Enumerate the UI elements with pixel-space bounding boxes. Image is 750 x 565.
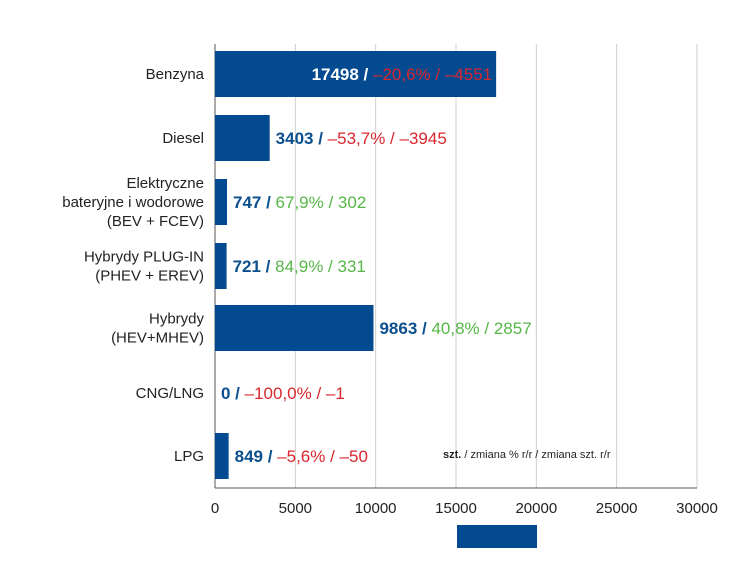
value-label: 747 / 67,9% / 302 — [233, 193, 366, 212]
value-count: 747 / — [233, 193, 276, 212]
value-count: 3403 / — [276, 129, 328, 148]
bar — [215, 115, 270, 161]
category-label-line: Diesel — [162, 130, 204, 147]
value-change: –20,6% / –4551 — [373, 65, 492, 84]
category-label-line: Benzyna — [146, 66, 205, 83]
value-label: 849 / –5,6% / –50 — [235, 447, 368, 466]
category-label: Diesel — [162, 130, 204, 147]
value-count: 17498 / — [312, 65, 373, 84]
category-label-line: (BEV + FCEV) — [107, 213, 204, 230]
value-label: 0 / –100,0% / –1 — [221, 384, 345, 403]
legend-note: szt. / zmiana % r/r / zmiana szt. r/r — [443, 449, 611, 461]
value-change: 67,9% / 302 — [276, 193, 367, 212]
bar — [215, 305, 374, 351]
category-label-line: CNG/LNG — [136, 385, 204, 402]
category-label-line: (HEV+MHEV) — [111, 330, 204, 347]
category-label-line: Hybrydy PLUG-IN — [84, 249, 204, 266]
category-label: LPG — [174, 448, 204, 465]
category-label-line: bateryjne i wodorowe — [62, 194, 204, 211]
value-change: 84,9% / 331 — [275, 257, 366, 276]
legend-note-unit: szt. — [443, 449, 461, 461]
x-tick-label: 0 — [211, 500, 219, 517]
category-label: Hybrydy PLUG-IN (PHEV + EREV) — [84, 249, 204, 285]
value-count: 849 / — [235, 447, 278, 466]
category-label: CNG/LNG — [136, 385, 204, 402]
value-change: –100,0% / –1 — [245, 384, 345, 403]
value-count: 0 / — [221, 384, 245, 403]
value-change: 40,8% / 2857 — [431, 319, 531, 338]
x-tick-label: 15000 — [435, 500, 477, 517]
bar — [215, 179, 228, 225]
x-tick-label: 10000 — [355, 500, 397, 517]
category-labels: Benzyna Diesel Elektryczne bateryjne i wodo… — [62, 66, 204, 465]
value-label: 721 / 84,9% / 331 — [233, 257, 366, 276]
value-label: 9863 / 40,8% / 2857 — [379, 319, 531, 338]
category-label: Benzyna — [146, 66, 205, 83]
legend-swatch — [457, 525, 537, 548]
category-label-line: LPG — [174, 448, 204, 465]
bar — [215, 51, 497, 97]
value-label: 17498 / –20,6% / –4551 — [312, 65, 493, 84]
value-change: –53,7% / –3945 — [328, 129, 447, 148]
legend-note-rest: / zmiana % r/r / zmiana szt. r/r — [461, 449, 610, 461]
x-tick-label: 30000 — [676, 500, 718, 517]
x-tick-label: 5000 — [279, 500, 312, 517]
category-label: Hybrydy (HEV+MHEV) — [111, 311, 204, 347]
value-labels: 17498 / –20,6% / –4551 3403 / –53,7% / –3… — [221, 65, 532, 466]
category-label-line: Hybrydy — [149, 311, 205, 328]
category-label-line: Elektryczne — [126, 175, 204, 192]
bar — [215, 243, 227, 289]
category-label: Elektryczne bateryjne i wodorowe (BEV + FC… — [62, 175, 204, 230]
value-label: 3403 / –53,7% / –3945 — [276, 129, 447, 148]
x-tick-labels: 0 5000 10000 15000 20000 25000 30000 — [211, 500, 718, 517]
category-label-line: (PHEV + EREV) — [95, 268, 204, 285]
value-count: 721 / — [233, 257, 276, 276]
value-count: 9863 / — [379, 319, 431, 338]
x-tick-label: 20000 — [515, 500, 557, 517]
bars — [215, 51, 497, 479]
value-change: –5,6% / –50 — [277, 447, 368, 466]
bar — [215, 433, 229, 479]
x-tick-label: 25000 — [596, 500, 638, 517]
